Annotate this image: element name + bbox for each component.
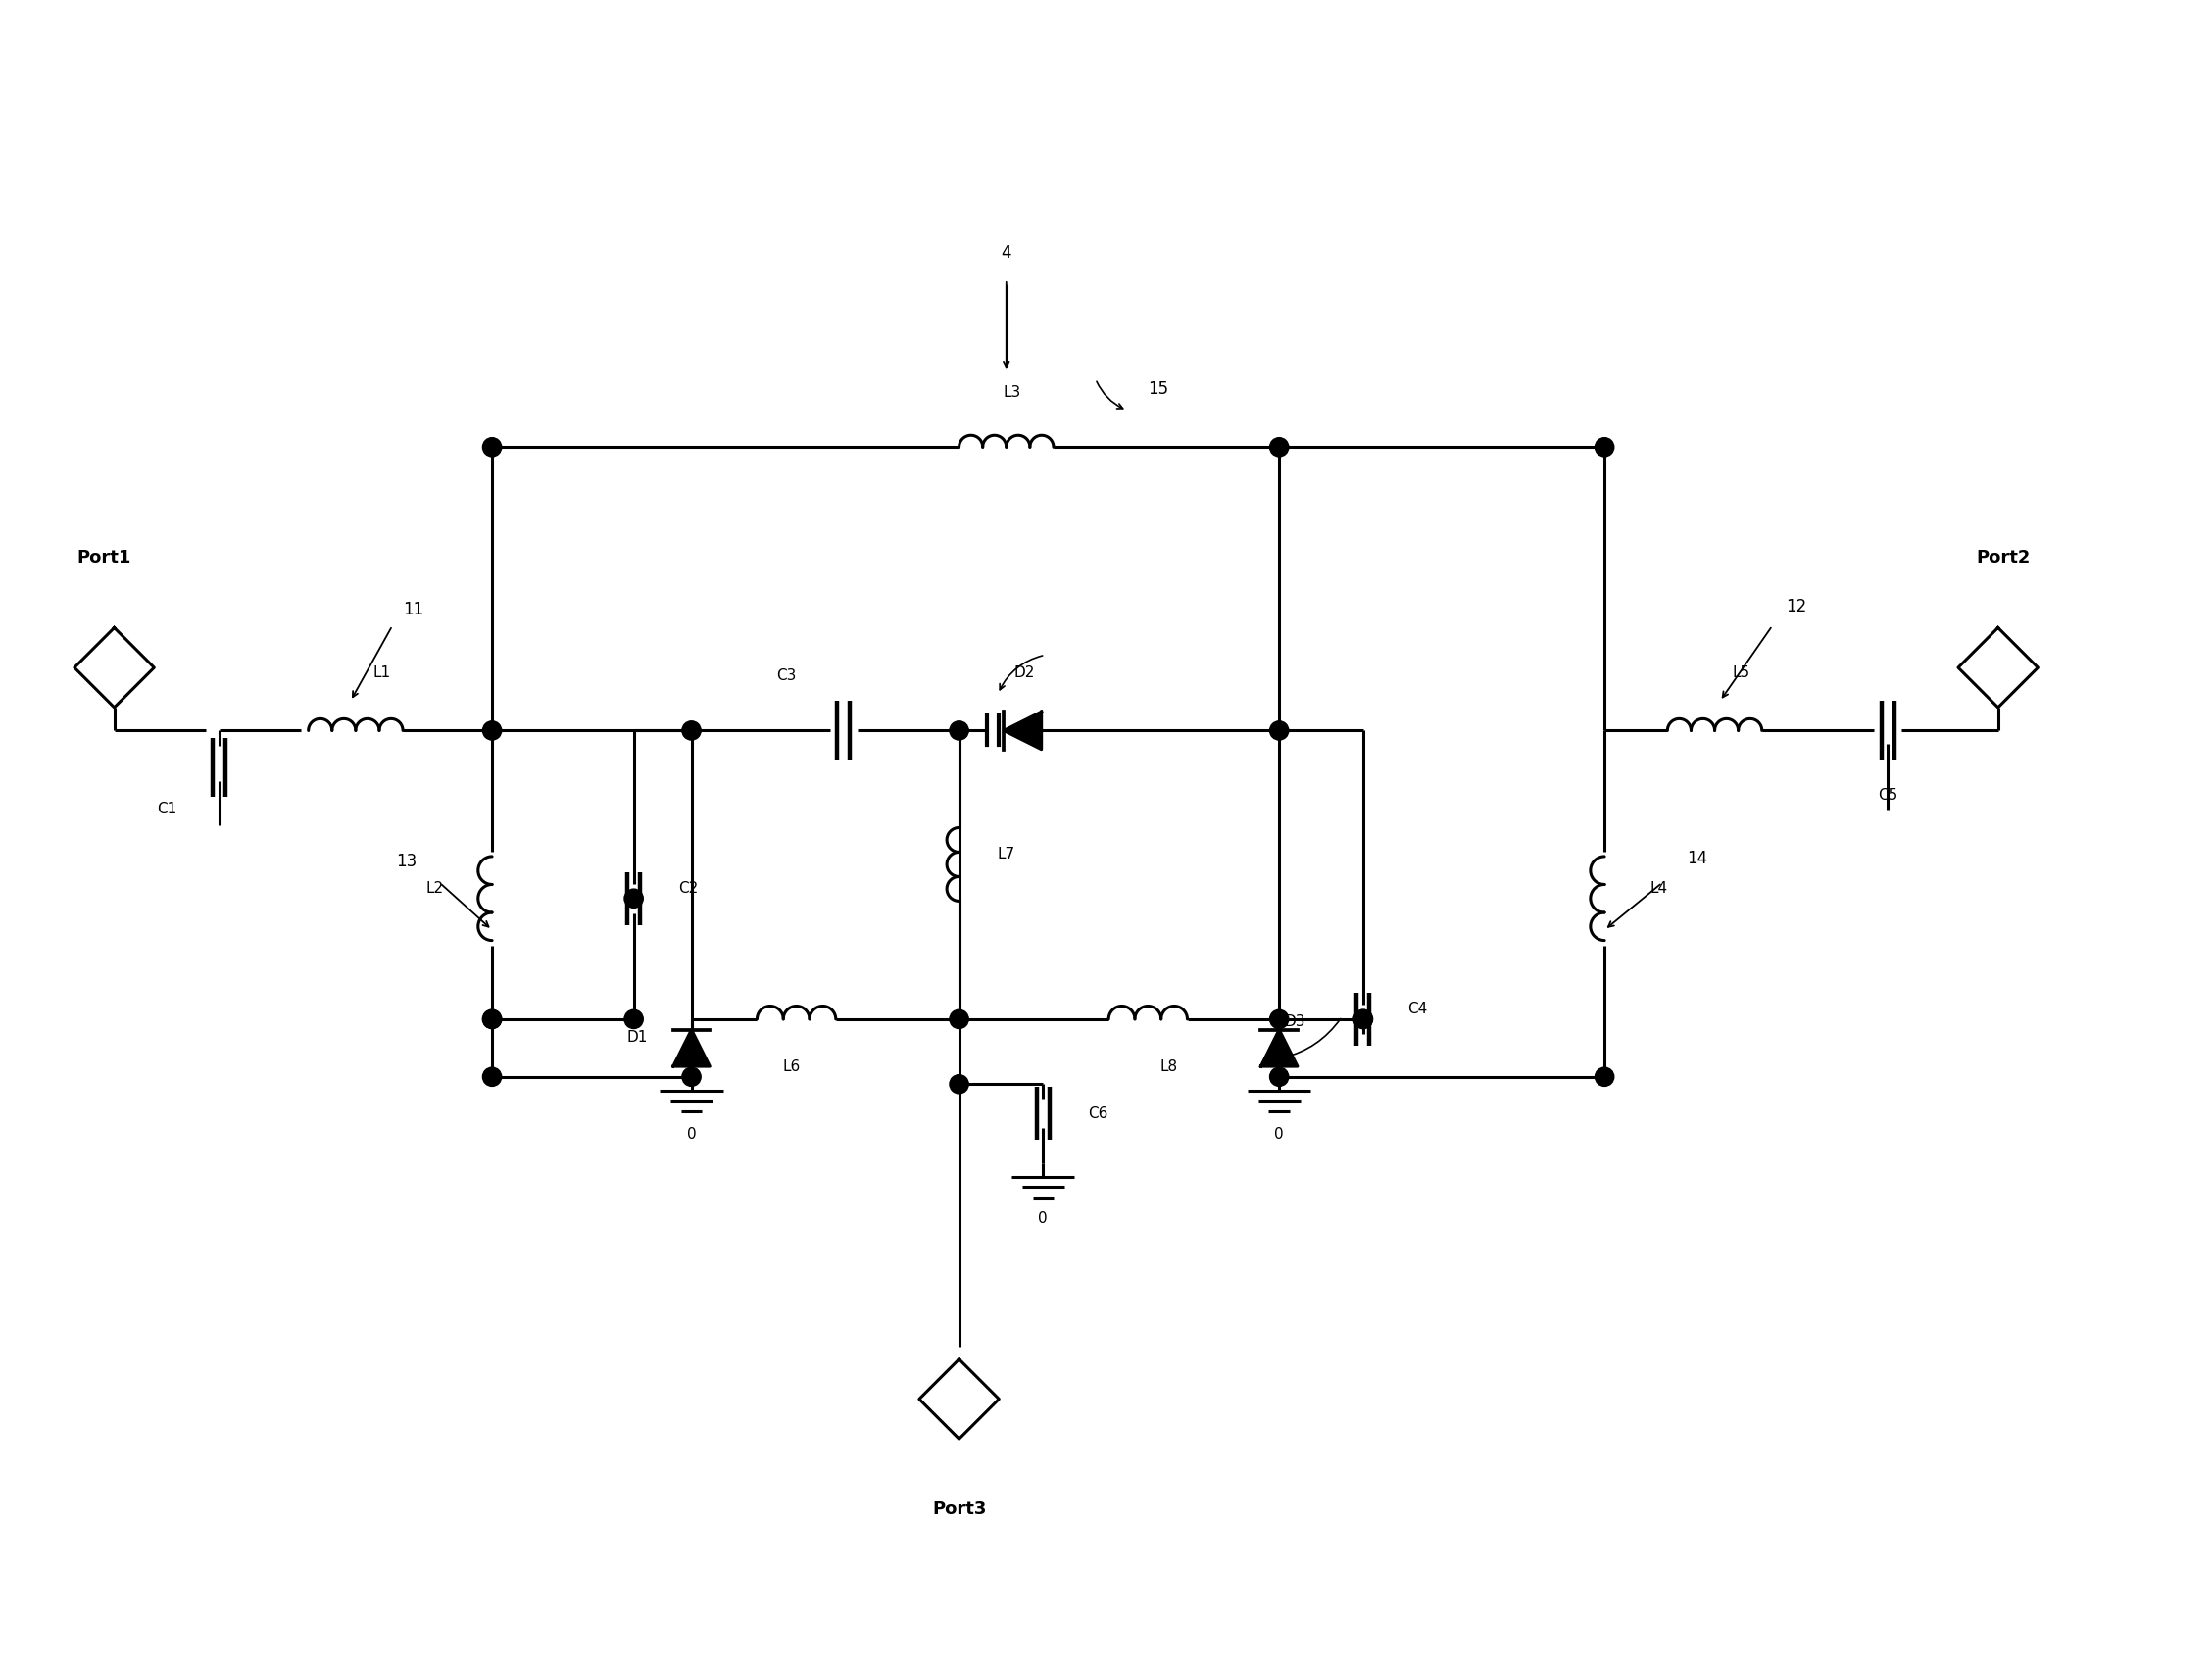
Text: D1: D1 [626,1029,648,1044]
Text: C5: C5 [1878,789,1898,804]
Text: L3: L3 [1002,386,1020,399]
Text: 12: 12 [1785,598,1807,615]
Circle shape [482,1068,502,1086]
Text: L8: L8 [1159,1059,1177,1074]
Circle shape [482,1009,502,1029]
Text: 13: 13 [396,852,416,871]
Circle shape [1354,1009,1374,1029]
Text: Port1: Port1 [77,548,131,566]
Text: 14: 14 [1686,851,1708,867]
Text: Port2: Port2 [1975,548,2031,566]
Text: C4: C4 [1407,1001,1427,1016]
Polygon shape [672,1029,710,1066]
Text: 4: 4 [1002,244,1011,262]
Circle shape [482,722,502,740]
Circle shape [1270,1068,1290,1086]
Text: L2: L2 [425,881,442,896]
Text: 15: 15 [1148,381,1168,398]
Circle shape [949,1009,969,1029]
Text: 11: 11 [403,602,425,618]
Circle shape [1270,438,1290,456]
Polygon shape [1004,712,1042,750]
Text: D3: D3 [1285,1014,1305,1029]
Circle shape [949,1074,969,1093]
Text: L6: L6 [783,1059,801,1074]
Circle shape [949,722,969,740]
Circle shape [1595,438,1615,456]
Text: 0: 0 [686,1128,697,1141]
Text: 0: 0 [1274,1128,1283,1141]
Text: 0: 0 [1037,1211,1048,1227]
Circle shape [681,722,701,740]
Text: C3: C3 [776,668,796,683]
Text: L1: L1 [374,665,392,680]
Text: D2: D2 [1013,665,1035,680]
Circle shape [1270,1009,1290,1029]
Text: C1: C1 [157,802,177,817]
Circle shape [1354,1009,1374,1029]
Circle shape [482,1009,502,1029]
Circle shape [624,1009,644,1029]
Text: L4: L4 [1650,881,1668,896]
Circle shape [1270,722,1290,740]
Circle shape [482,438,502,456]
Circle shape [624,889,644,907]
Circle shape [681,1068,701,1086]
Text: L5: L5 [1732,665,1750,680]
Text: Port3: Port3 [931,1501,987,1517]
Text: L7: L7 [998,847,1015,861]
Polygon shape [1261,1029,1298,1066]
Text: C6: C6 [1088,1106,1108,1121]
Circle shape [1595,1068,1615,1086]
Text: C2: C2 [679,881,699,896]
